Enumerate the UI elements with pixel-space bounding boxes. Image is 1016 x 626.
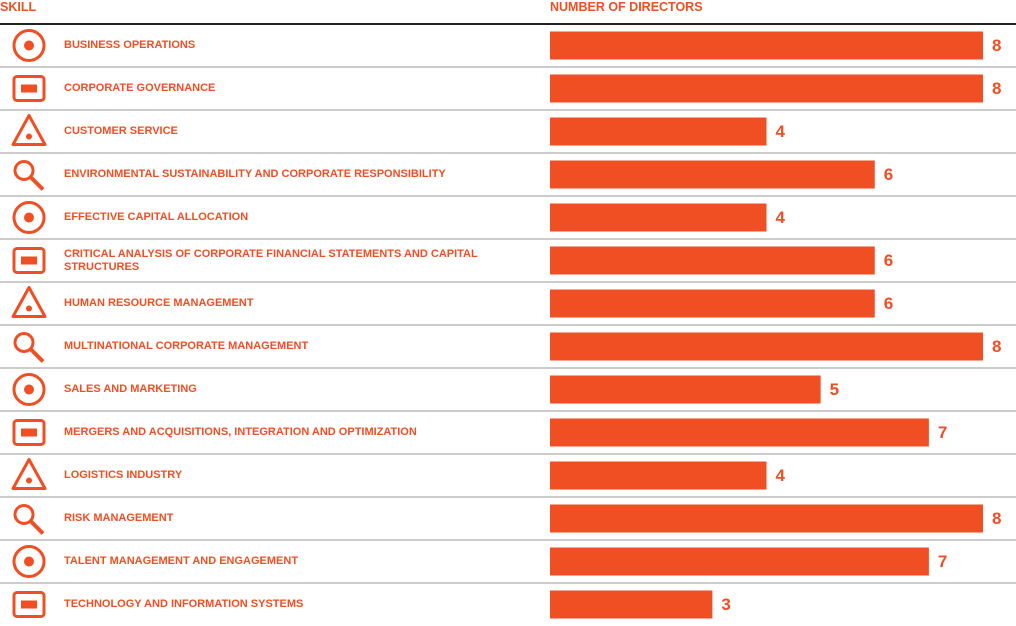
category-label: ENVIRONMENTAL SUSTAINABILITY AND CORPORA…: [64, 168, 446, 180]
bar: [550, 160, 875, 189]
icon: [12, 373, 46, 406]
bar: [550, 375, 821, 404]
value-label: 8: [992, 36, 1001, 55]
category-label: TALENT MANAGEMENT AND ENGAGEMENT: [64, 555, 299, 567]
value-label: 8: [992, 79, 1001, 98]
category-label: EFFECTIVE CAPITAL ALLOCATION: [64, 211, 249, 223]
icon: [11, 286, 47, 318]
value-label: 7: [938, 423, 947, 442]
icon: [12, 545, 46, 578]
category-label: BUSINESS OPERATIONS: [64, 39, 196, 51]
value-label: 4: [776, 208, 786, 227]
icon: [11, 458, 47, 490]
bar: [550, 590, 713, 619]
bar: [550, 117, 767, 146]
category-label: SALES AND MARKETING: [64, 383, 197, 395]
bar: [550, 547, 929, 576]
icon: [12, 419, 46, 446]
icon: [13, 332, 45, 363]
category-label: MULTINATIONAL CORPORATE MANAGEMENT: [64, 340, 309, 352]
bar: [550, 289, 875, 318]
bar: [550, 461, 767, 490]
icon: [13, 504, 45, 535]
value-label: 7: [938, 552, 947, 571]
value-label: 5: [830, 380, 839, 399]
value-label: 3: [721, 595, 730, 614]
value-label: 6: [884, 165, 893, 184]
category-label: HUMAN RESOURCE MANAGEMENT: [64, 297, 254, 309]
bar: [550, 74, 983, 103]
icon: [12, 247, 46, 274]
icon: [11, 114, 47, 146]
value-label: 6: [884, 251, 893, 270]
category-label: CRITICAL ANALYSIS OF CORPORATE FINANCIAL…: [64, 247, 478, 273]
bar: [550, 203, 767, 232]
value-label: 4: [776, 122, 786, 141]
category-label: RISK MANAGEMENT: [64, 512, 174, 524]
icon: [13, 160, 45, 191]
value-label: 6: [884, 294, 893, 313]
bar: [550, 418, 929, 447]
bar: [550, 504, 983, 533]
value-label: 8: [992, 337, 1001, 356]
bar: [550, 31, 983, 60]
category-label: CORPORATE GOVERNANCE: [64, 82, 216, 94]
icon: [12, 591, 46, 618]
bar: [550, 332, 983, 361]
category-axis-label: SKILL: [0, 0, 37, 14]
category-label: MERGERS AND ACQUISITIONS, INTEGRATION AN…: [64, 426, 417, 438]
category-label: TECHNOLOGY AND INFORMATION SYSTEMS: [64, 598, 304, 610]
value-label: 4: [776, 466, 786, 485]
icon: [12, 75, 46, 102]
value-label: 8: [992, 509, 1001, 528]
icon: [12, 29, 46, 62]
icon: [12, 201, 46, 234]
value-axis-label: NUMBER OF DIRECTORS: [550, 0, 703, 14]
category-label: CUSTOMER SERVICE: [64, 125, 178, 137]
category-label: LOGISTICS INDUSTRY: [64, 469, 183, 481]
bar: [550, 246, 875, 275]
